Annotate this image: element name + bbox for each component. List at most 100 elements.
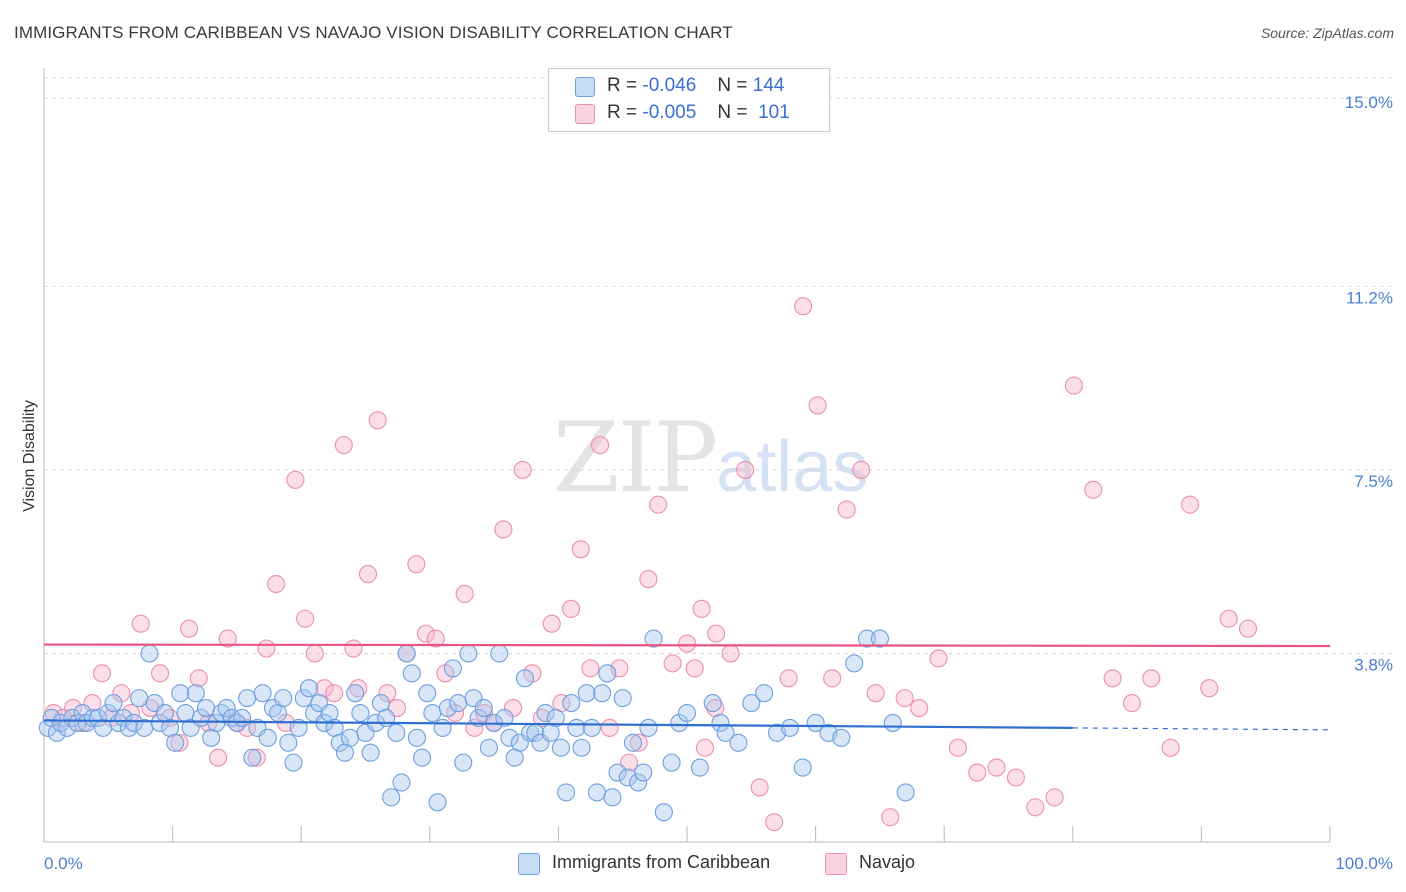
point-navajo [779, 669, 798, 688]
point-caribbean [729, 733, 748, 752]
point-caribbean [644, 629, 663, 648]
point-caribbean [780, 718, 799, 737]
point-caribbean [402, 664, 421, 683]
point-caribbean [670, 713, 689, 732]
point-caribbean [742, 694, 761, 713]
point-caribbean [793, 758, 812, 777]
point-caribbean [479, 738, 499, 757]
point-navajo [1161, 738, 1180, 757]
y-tick-label: 11.2% [1346, 288, 1393, 307]
point-navajo [678, 634, 697, 653]
point-navajo [721, 644, 740, 663]
point-caribbean [186, 684, 205, 703]
point-navajo [267, 574, 286, 594]
legend-label-caribbean: Immigrants from Caribbean [552, 852, 771, 872]
legend-swatch-pink [575, 104, 595, 124]
point-navajo [170, 733, 189, 752]
point-navajo [765, 813, 784, 832]
point-navajo [325, 684, 344, 703]
point-caribbean [832, 728, 851, 747]
point-caribbean [330, 733, 349, 752]
point-caribbean [171, 684, 190, 703]
point-caribbean [536, 703, 555, 723]
point-navajo [794, 297, 813, 316]
point-caribbean [690, 758, 709, 777]
legend-n-label: N = [717, 75, 748, 96]
trend-lines [43, 643, 1331, 731]
point-navajo [866, 684, 885, 703]
point-navajo [305, 644, 324, 663]
point-caribbean [603, 788, 622, 807]
point-caribbean [582, 718, 601, 737]
point-caribbean [397, 644, 416, 663]
point-navajo [247, 748, 266, 767]
point-caribbean [629, 773, 648, 792]
point-navajo [736, 460, 755, 479]
point-navajo [416, 624, 436, 643]
point-navajo [368, 411, 387, 430]
point-navajo [968, 763, 987, 782]
point-caribbean [114, 708, 133, 728]
grid-lines [44, 77, 1392, 654]
point-caribbean [299, 679, 318, 698]
point-caribbean [677, 703, 697, 723]
point-caribbean [500, 728, 519, 747]
point-caribbean [711, 713, 730, 732]
point-caribbean [634, 763, 653, 782]
point-caribbean [284, 753, 303, 772]
point-navajo [910, 699, 929, 718]
point-caribbean [382, 788, 401, 807]
point-caribbean [119, 718, 138, 737]
point-navajo [286, 470, 305, 489]
point-caribbean [577, 684, 596, 703]
point-navajo [1026, 798, 1045, 817]
point-navajo [542, 614, 561, 633]
point-navajo [1045, 788, 1064, 807]
point-caribbean [572, 738, 591, 757]
point-navajo [987, 758, 1006, 777]
point-navajo [837, 500, 856, 519]
point-navajo [180, 619, 199, 638]
point-navajo [1064, 376, 1083, 395]
legend-text-caribbean: R = -0.046 N = 144 [607, 75, 784, 97]
point-caribbean [351, 703, 370, 723]
point-navajo [189, 669, 208, 688]
point-navajo [63, 699, 83, 718]
point-navajo [1103, 669, 1122, 688]
point-navajo [296, 609, 315, 628]
point-caribbean [47, 723, 66, 742]
legend-stats: R = -0.046 N = 144 R = -0.005 N = 101 [548, 68, 830, 132]
point-caribbean [418, 684, 437, 703]
point-caribbean [258, 728, 277, 747]
point-caribbean [703, 694, 722, 713]
point-caribbean [443, 659, 462, 678]
point-navajo [92, 664, 112, 683]
point-navajo [1180, 495, 1200, 514]
point-navajo [600, 718, 619, 737]
point-navajo [218, 629, 237, 648]
legend-swatch-blue [518, 853, 540, 875]
point-navajo [895, 689, 914, 708]
point-caribbean [449, 694, 468, 713]
legend-r-label: R = [607, 75, 638, 96]
point-caribbean [361, 743, 380, 762]
point-caribbean [623, 733, 643, 752]
point-navajo [808, 396, 827, 415]
point-caribbean [438, 699, 457, 718]
point-navajo [344, 639, 363, 658]
point-caribbean [593, 684, 612, 703]
point-navajo [1006, 768, 1025, 787]
point-caribbean [428, 793, 447, 812]
legend-r-value: -0.005 [642, 102, 697, 123]
point-caribbean [515, 669, 535, 688]
point-caribbean [662, 753, 681, 772]
point-caribbean [196, 699, 216, 718]
point-caribbean [433, 718, 452, 737]
point-caribbean [845, 654, 864, 673]
point-navajo [663, 654, 682, 673]
axes [43, 68, 1331, 843]
point-navajo [131, 614, 150, 633]
series-navajo-points [44, 297, 1258, 832]
point-navajo [257, 639, 276, 658]
point-navajo [639, 570, 658, 589]
